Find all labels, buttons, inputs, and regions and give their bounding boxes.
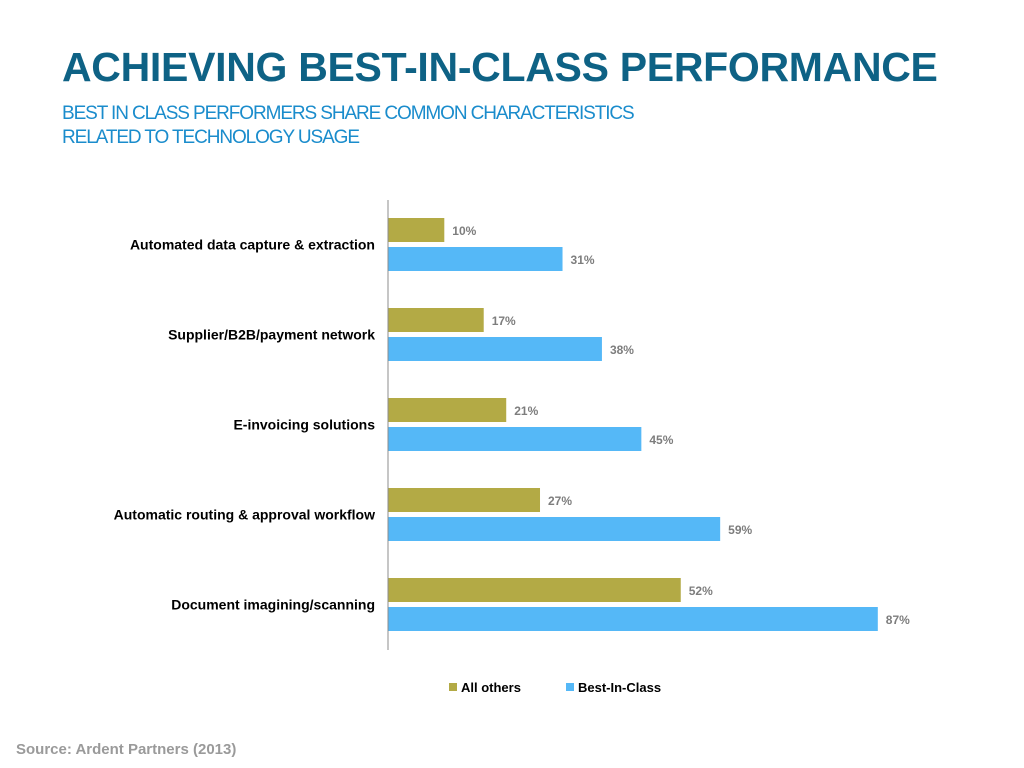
data-label-all-others-4: 52% (689, 584, 713, 598)
bar-best-in-class-4 (388, 607, 878, 631)
page-title: ACHIEVING BEST-IN-CLASS PERFORMANCE (62, 44, 938, 90)
bar-best-in-class-0 (388, 247, 563, 271)
data-label-best-in-class-3: 59% (728, 523, 752, 537)
source-note: Source: Ardent Partners (2013) (16, 741, 237, 758)
bar-best-in-class-3 (388, 517, 721, 541)
category-label-0: Automated data capture & extraction (130, 237, 375, 253)
bar-best-in-class-2 (388, 427, 642, 451)
category-label-4: Document imagining/scanning (171, 597, 375, 613)
subtitle-line-2: RELATED TO TECHNOLOGY USAGE (62, 127, 360, 148)
subtitle-line-1: BEST IN CLASS PERFORMERS SHARE COMMON CH… (62, 103, 635, 124)
legend-swatch-all-others (449, 683, 457, 691)
data-label-all-others-0: 10% (452, 224, 476, 238)
category-label-3: Automatic routing & approval workflow (114, 507, 375, 523)
bar-all-others-2 (388, 398, 507, 422)
data-label-best-in-class-0: 31% (571, 253, 595, 267)
page-subtitle: BEST IN CLASS PERFORMERS SHARE COMMON CH… (62, 102, 762, 150)
bar-all-others-4 (388, 578, 681, 602)
category-label-2: E-invoicing solutions (233, 417, 375, 433)
bar-all-others-1 (388, 308, 484, 332)
legend-swatch-best-in-class (566, 683, 574, 691)
bar-all-others-0 (388, 218, 445, 242)
category-label-1: Supplier/B2B/payment network (168, 327, 375, 343)
bar-all-others-3 (388, 488, 541, 512)
data-label-best-in-class-4: 87% (886, 613, 910, 627)
legend-label-all-others: All others (461, 680, 521, 695)
data-label-all-others-1: 17% (492, 314, 516, 328)
data-label-best-in-class-2: 45% (649, 433, 673, 447)
data-label-all-others-2: 21% (514, 404, 538, 418)
data-label-best-in-class-1: 38% (610, 343, 634, 357)
bar-best-in-class-1 (388, 337, 602, 361)
data-label-all-others-3: 27% (548, 494, 572, 508)
legend-label-best-in-class: Best-In-Class (578, 680, 661, 695)
